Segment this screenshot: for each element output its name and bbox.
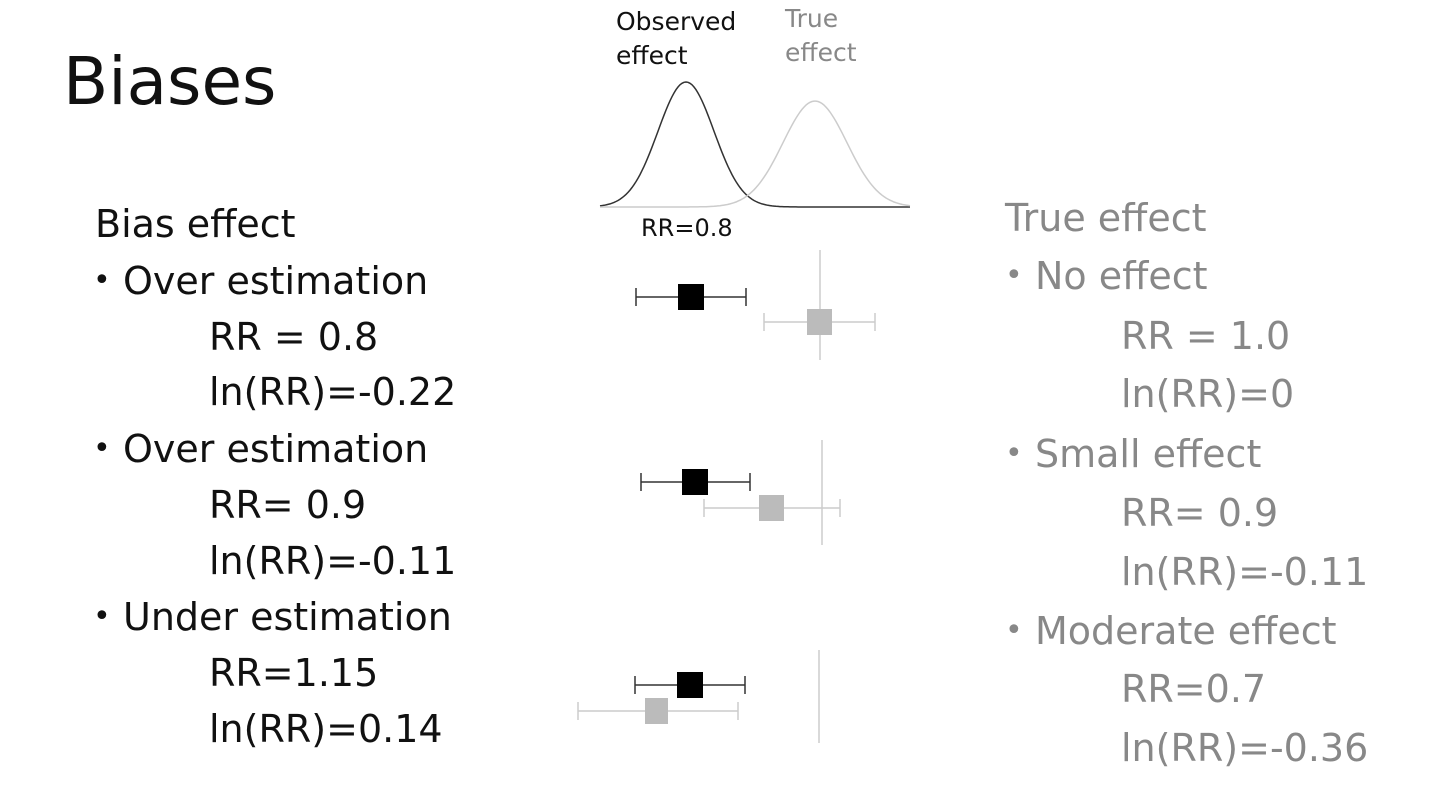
list-line: RR=0.7	[1121, 667, 1267, 711]
list-item: Over estimation	[93, 425, 428, 473]
list-line: RR= 0.9	[1121, 491, 1279, 535]
list-item: Over estimation	[93, 257, 428, 305]
list-item: Small effect	[1005, 430, 1261, 478]
heading: True effect	[1005, 196, 1207, 240]
list-item: Moderate effect	[1005, 607, 1337, 655]
list-line: ln(RR)=-0.22	[209, 370, 457, 414]
observed-curve	[599, 81, 910, 208]
forest-row	[635, 250, 876, 360]
list-line: RR=1.15	[209, 651, 379, 695]
list-line: RR= 0.9	[209, 483, 367, 527]
list-line: RR = 1.0	[1121, 314, 1291, 358]
figure-label: RR=0.8	[641, 214, 733, 242]
list-line: ln(RR)=-0.11	[209, 539, 457, 583]
slide-title: Biases	[63, 43, 277, 120]
forest-row	[577, 650, 820, 743]
figure-label: effect	[616, 41, 688, 70]
list-item: No effect	[1005, 252, 1208, 300]
list-line: ln(RR)=0.14	[209, 707, 443, 751]
list-line: ln(RR)=-0.36	[1121, 726, 1369, 770]
heading: Bias effect	[95, 202, 296, 246]
figure-label: Observed	[616, 7, 737, 36]
figure-label: True	[785, 4, 839, 33]
list-line: ln(RR)=-0.11	[1121, 550, 1369, 594]
figure-label: effect	[785, 38, 857, 67]
true-curve	[600, 100, 911, 208]
list-line: RR = 0.8	[209, 315, 379, 359]
forest-row	[640, 440, 841, 545]
list-line: ln(RR)=0	[1121, 372, 1295, 416]
list-item: Under estimation	[93, 593, 452, 641]
